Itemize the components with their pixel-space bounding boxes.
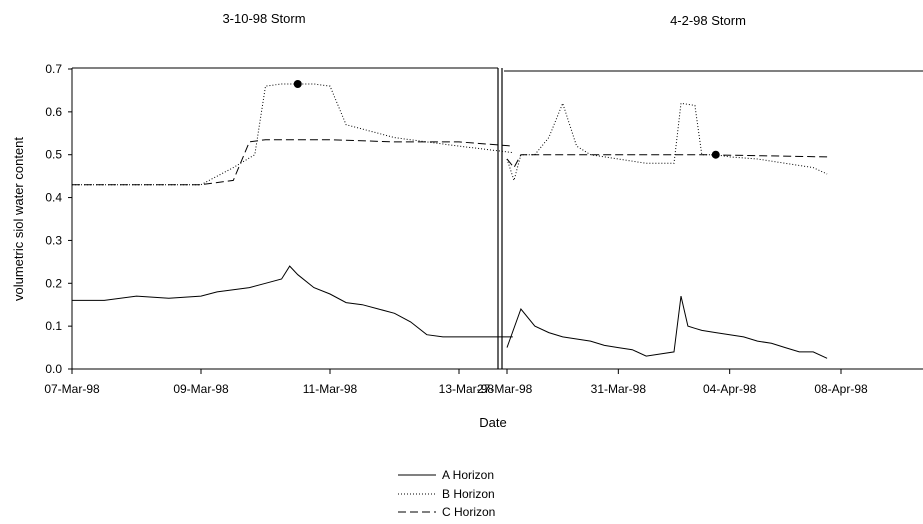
x-tick-label: 27-Mar-98 [477,382,533,396]
y-axis-label: volumetric siol water content [11,137,26,301]
annotation-marker [293,80,302,88]
y-tick-label: 0.5 [45,148,62,162]
y-tick-label: 0.4 [45,191,62,205]
series-layer [72,83,828,359]
series-line-b-horizon [72,83,513,186]
y-tick-label: 0.1 [45,319,62,333]
legend-label-c: C Horizon [442,505,495,519]
series-line-b-horizon [506,101,828,183]
series-line-a-horizon [72,265,513,338]
legend-label-a: A Horizon [442,468,494,482]
y-tick-label: 0.3 [45,233,62,247]
x-tick-label: 13-Mar-98 [439,382,495,396]
y-ticks: 0.0 0.1 0.2 0.3 0.4 0.5 0.6 0.7 [45,62,72,376]
x-axis-label: Date [479,415,506,430]
x-ticks: 07-Mar-98 09-Mar-98 11-Mar-98 13-Mar-9827-M… [44,369,868,396]
series-line-c-horizon [506,154,828,169]
annotation-marker [711,150,720,159]
x-tick-label: 07-Mar-98 [44,382,100,396]
panel-1-title: 3-10-98 Storm [222,11,305,26]
x-tick-label: 11-Mar-98 [303,382,358,396]
x-tick-label: 08-Apr-98 [814,382,868,396]
series-line-c-horizon [72,139,513,186]
series-line-a-horizon [506,295,828,359]
y-tick-label: 0.6 [45,105,62,119]
x-tick-label: 04-Apr-98 [703,382,757,396]
legend: A Horizon B Horizon C Horizon [398,468,495,519]
x-tick-label: 09-Mar-98 [173,382,229,396]
y-tick-label: 0.7 [45,62,62,76]
x-tick-label: 31-Mar-98 [591,382,647,396]
y-tick-label: 0.0 [45,362,62,376]
annotation-markers [293,80,720,159]
legend-label-b: B Horizon [442,487,495,501]
y-tick-label: 0.2 [45,276,62,290]
panel-2-title: 4-2-98 Storm [670,13,746,28]
